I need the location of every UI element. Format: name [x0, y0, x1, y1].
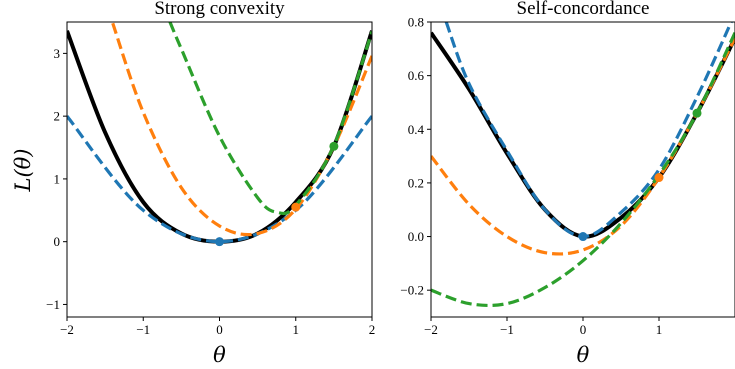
y-axis-label: L(θ)	[11, 149, 35, 193]
y-tick-label: −0.2	[400, 283, 424, 298]
y-tick-label: 3	[54, 46, 61, 61]
point-marker-2	[329, 141, 339, 151]
chart-panel-self-concordance: Self-concordance −2 −1 0 1 −0.2 0.0 0.2 0.4 0.6 0…	[400, 0, 735, 367]
y-tick-label: 0.4	[408, 122, 425, 137]
x-axis-label: θ	[213, 343, 226, 367]
approximation-curve-line-3	[431, 32, 735, 308]
x-tick-label: −1	[500, 322, 514, 337]
plot-frame	[430, 21, 735, 318]
loss-curve-line	[67, 30, 372, 244]
point-marker-1	[291, 202, 301, 212]
x-axis-label: θ	[577, 343, 590, 367]
x-tick-label: 2	[369, 322, 376, 337]
y-tick-label: 0	[54, 234, 61, 249]
point-marker-2	[692, 108, 702, 118]
chart-title: Strong convexity	[154, 0, 285, 19]
approximation-curve-line-3	[168, 22, 372, 216]
approximation-curve-line-2	[431, 37, 735, 256]
x-tick-label: −2	[60, 322, 74, 337]
approximation-curve-line-1	[67, 115, 372, 244]
chart-title: Self-concordance	[517, 0, 650, 19]
x-tick-label: 0	[580, 322, 587, 337]
plot-frame	[66, 21, 373, 318]
y-tick-label: 1	[54, 171, 61, 186]
y-tick-label: 0.6	[408, 68, 425, 83]
y-tick-label: 0.8	[408, 15, 424, 30]
y-tick-label: 0.2	[408, 175, 424, 190]
x-tick-label: −1	[136, 322, 150, 337]
point-marker-1	[654, 173, 664, 183]
x-tick-label: 1	[656, 322, 663, 337]
y-tick-label: 2	[54, 109, 61, 124]
loss-curve-line	[431, 31, 735, 239]
point-marker-0	[578, 232, 588, 242]
x-tick-label: −2	[424, 322, 438, 337]
point-marker-0	[215, 237, 224, 247]
y-tick-label: −1	[46, 297, 60, 312]
y-tick-label: 0.0	[408, 229, 424, 244]
x-tick-label: 0	[216, 322, 223, 337]
x-tick-label: 1	[293, 322, 300, 337]
approximation-curve-line-2	[111, 22, 372, 237]
